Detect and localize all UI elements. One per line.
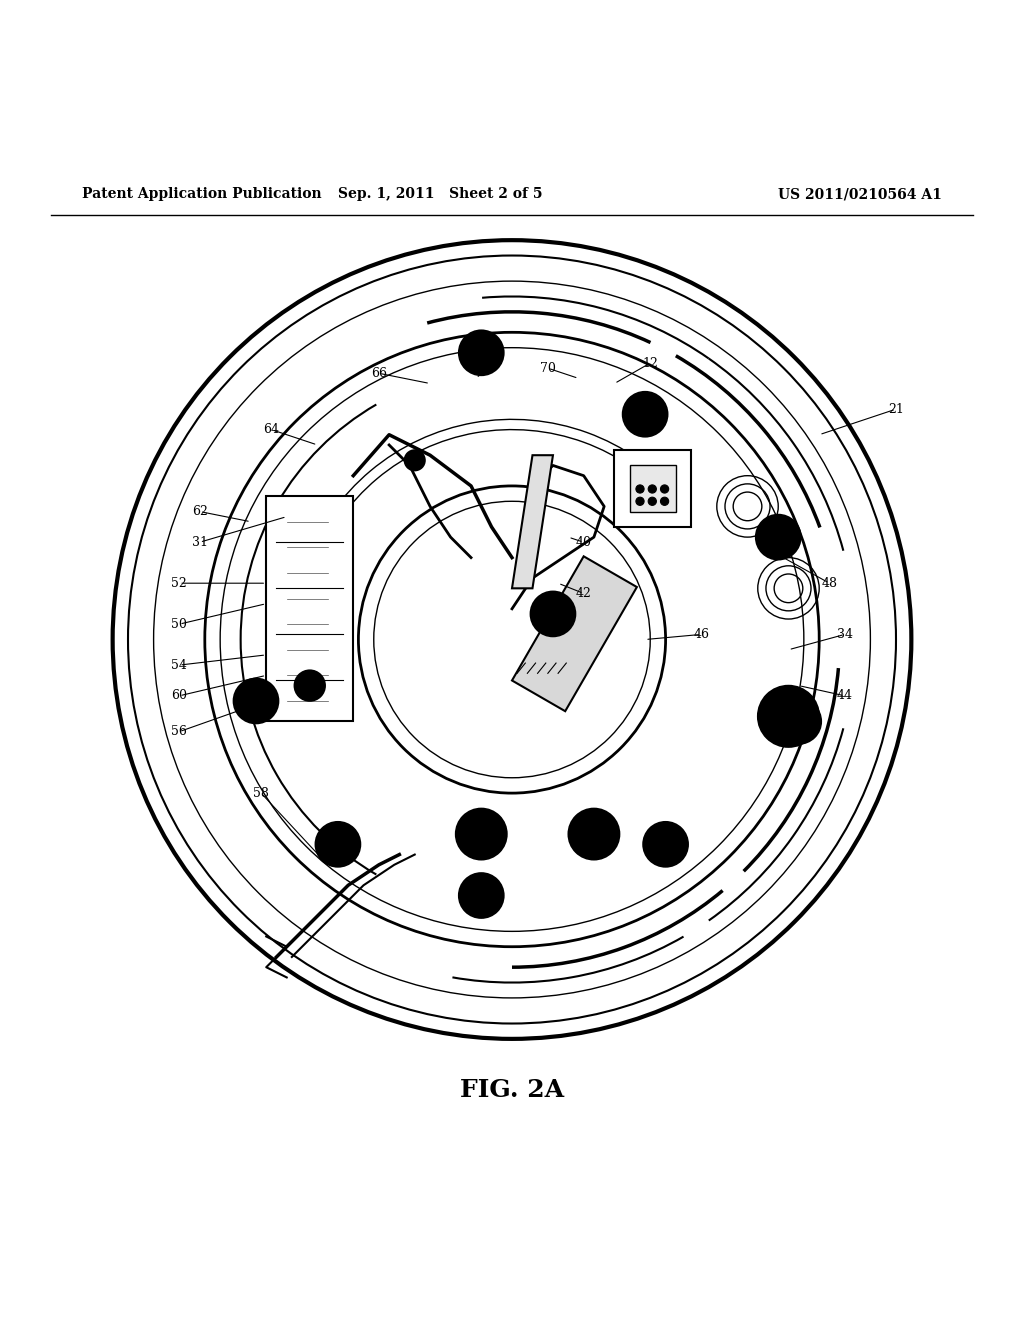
- Text: Sep. 1, 2011   Sheet 2 of 5: Sep. 1, 2011 Sheet 2 of 5: [338, 187, 543, 201]
- Text: 68: 68: [478, 362, 495, 375]
- Circle shape: [648, 484, 656, 494]
- Polygon shape: [512, 455, 553, 589]
- Circle shape: [295, 671, 326, 701]
- Circle shape: [776, 698, 821, 744]
- Text: 60: 60: [171, 689, 187, 702]
- Text: 46: 46: [693, 628, 710, 642]
- Circle shape: [456, 808, 507, 859]
- Text: 2: 2: [784, 710, 793, 723]
- Circle shape: [530, 591, 575, 636]
- Text: FIG. 2A: FIG. 2A: [460, 1078, 564, 1102]
- Text: Patent Application Publication: Patent Application Publication: [82, 187, 322, 201]
- Text: 21: 21: [888, 403, 904, 416]
- Circle shape: [636, 484, 644, 494]
- Circle shape: [643, 822, 688, 867]
- Text: 44: 44: [837, 689, 853, 702]
- Text: 70: 70: [540, 362, 556, 375]
- Text: 58: 58: [253, 787, 269, 800]
- Bar: [614, 450, 691, 527]
- Text: 64: 64: [263, 424, 280, 436]
- Text: US 2011/0210564 A1: US 2011/0210564 A1: [778, 187, 942, 201]
- Circle shape: [459, 873, 504, 917]
- Circle shape: [233, 678, 279, 723]
- Circle shape: [756, 515, 801, 560]
- Bar: [630, 466, 676, 512]
- Bar: [266, 496, 353, 722]
- Circle shape: [758, 685, 819, 747]
- Text: 66: 66: [371, 367, 387, 380]
- Circle shape: [404, 450, 425, 470]
- Text: 42: 42: [575, 587, 592, 599]
- Text: 52: 52: [171, 577, 187, 590]
- Text: 48: 48: [821, 577, 838, 590]
- Circle shape: [636, 498, 644, 506]
- Circle shape: [660, 484, 669, 494]
- Circle shape: [568, 808, 620, 859]
- Text: 31: 31: [191, 536, 208, 549]
- Circle shape: [623, 392, 668, 437]
- Text: 4: 4: [550, 609, 556, 619]
- Circle shape: [459, 330, 504, 375]
- Circle shape: [648, 498, 656, 506]
- Circle shape: [660, 498, 669, 506]
- Text: 12: 12: [642, 356, 658, 370]
- Bar: [512, 556, 637, 711]
- Text: 50: 50: [171, 618, 187, 631]
- Circle shape: [315, 822, 360, 867]
- Text: 54: 54: [171, 659, 187, 672]
- Text: 56: 56: [171, 725, 187, 738]
- Text: 34: 34: [837, 628, 853, 642]
- Text: 40: 40: [575, 536, 592, 549]
- Text: 62: 62: [191, 506, 208, 517]
